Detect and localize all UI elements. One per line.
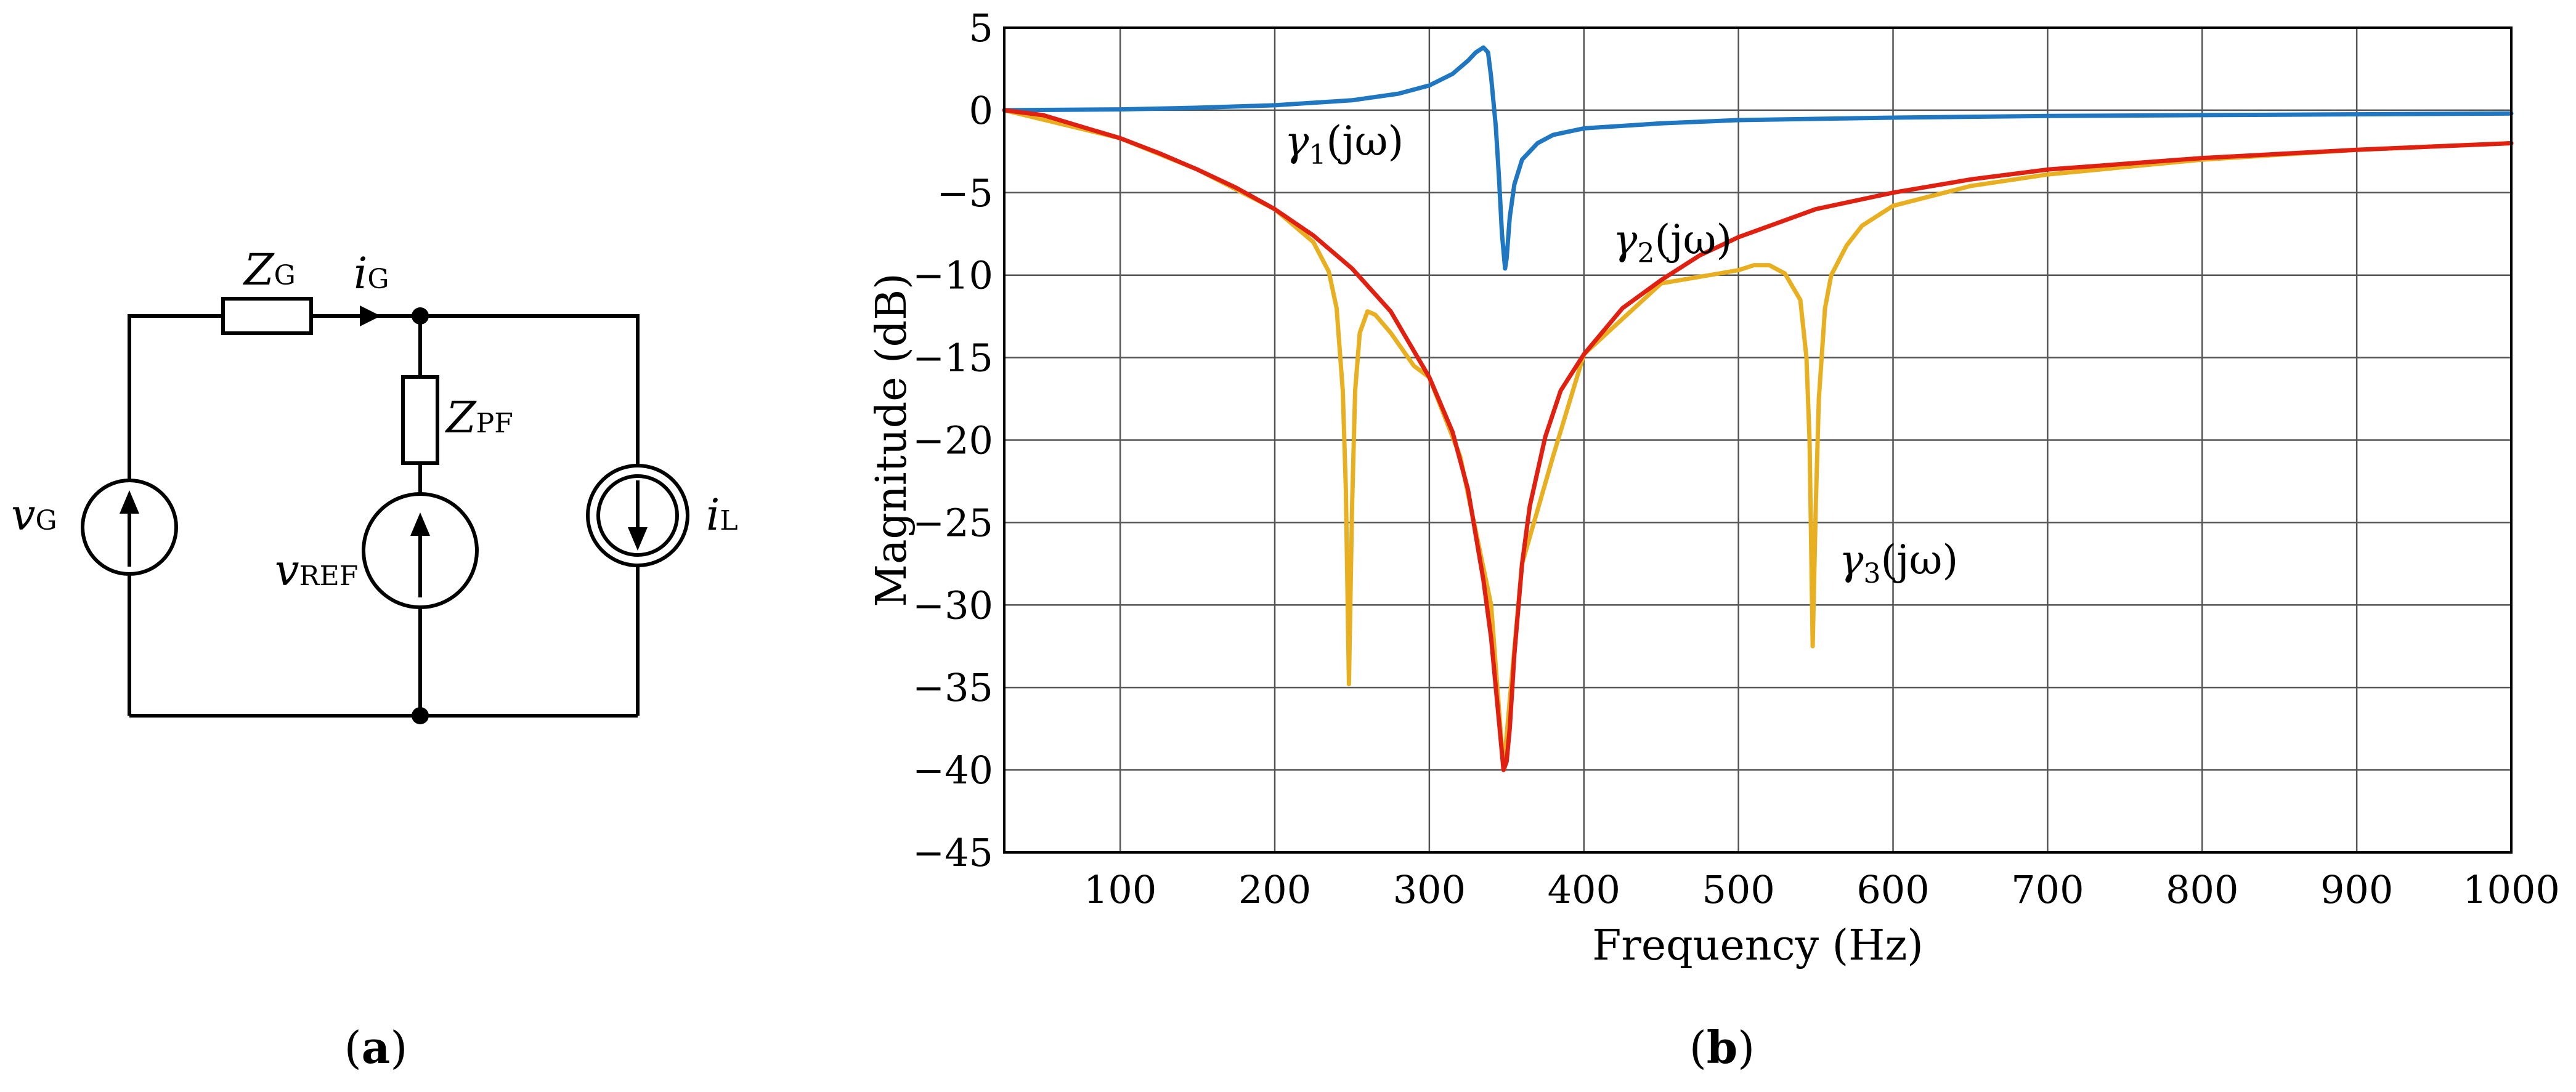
x-tick-600: 600 [1856,867,1929,912]
x-tick-500: 500 [1702,867,1774,912]
x-tick-300: 300 [1393,867,1466,912]
chart-grid [1004,26,2513,854]
x-tick-200: 200 [1238,867,1311,912]
node-bottom [412,707,429,724]
y-tick--25: −25 [912,500,993,545]
chart-series [1002,45,2514,772]
y-tick--5: −5 [937,171,993,216]
il-arrow-icon [628,527,648,551]
x-tick-100: 100 [1084,867,1156,912]
y-tick--45: −45 [912,830,993,875]
vref-voltage-source [362,492,479,609]
gamma2-label: γ2(jω) [1613,216,1732,269]
vg-label: vG [11,490,57,540]
y-tick--40: −40 [912,748,993,793]
zpf-label: ZPF [445,392,513,443]
magnitude-chart: 100 200 300 400 500 600 700 800 900 1000 5 0 −5 −10 −… [867,6,2560,970]
y-tick--30: −30 [912,583,993,628]
zpf-impedance [401,375,439,465]
circuit-diagram [81,297,689,724]
x-tick-1000: 1000 [2463,867,2560,912]
vg-arrow-icon [120,490,139,514]
x-tick-900: 900 [2320,867,2393,912]
wire-top-mid [311,314,640,466]
il-label: iL [706,490,738,540]
y-tick-0: 0 [969,88,993,133]
series-line-gamma2 [1002,108,2514,772]
vref-arrow-icon [410,512,430,536]
panel-label-b: (b) [1689,1021,1755,1074]
x-tick-labels: 100 200 300 400 500 600 700 800 900 1000 [1084,867,2560,912]
ig-label: iG [354,248,389,299]
x-axis-label: Frequency (Hz) [1592,921,1924,970]
y-tick-labels: 5 0 −5 −10 −15 −20 −25 −30 −35 −40 −45 [912,6,993,875]
gamma1-label: γ1(jω) [1285,118,1404,171]
y-axis-label: Magnitude (dB) [867,273,916,607]
vref-label: vREF [275,545,358,596]
zg-impedance [221,297,313,335]
y-tick--10: −10 [912,253,993,298]
ig-arrow-icon [360,305,381,326]
vg-voltage-source [81,479,178,576]
x-tick-700: 700 [2011,867,2084,912]
y-tick--15: −15 [912,336,993,381]
series-line-gamma3 [1002,108,2514,772]
x-tick-800: 800 [2166,867,2238,912]
y-tick--20: −20 [912,418,993,463]
il-current-source [586,464,689,567]
wire-top-left [128,314,223,480]
y-tick-5: 5 [969,6,993,51]
node-top [412,307,429,325]
x-tick-400: 400 [1548,867,1620,912]
gamma3-label: γ3(jω) [1839,536,1958,589]
zg-label: ZG [243,245,296,295]
series-line-gamma1 [1002,45,2514,271]
panel-label-a: (a) [344,1021,408,1074]
plot-frame [1003,26,2513,854]
y-tick--35: −35 [912,665,993,710]
